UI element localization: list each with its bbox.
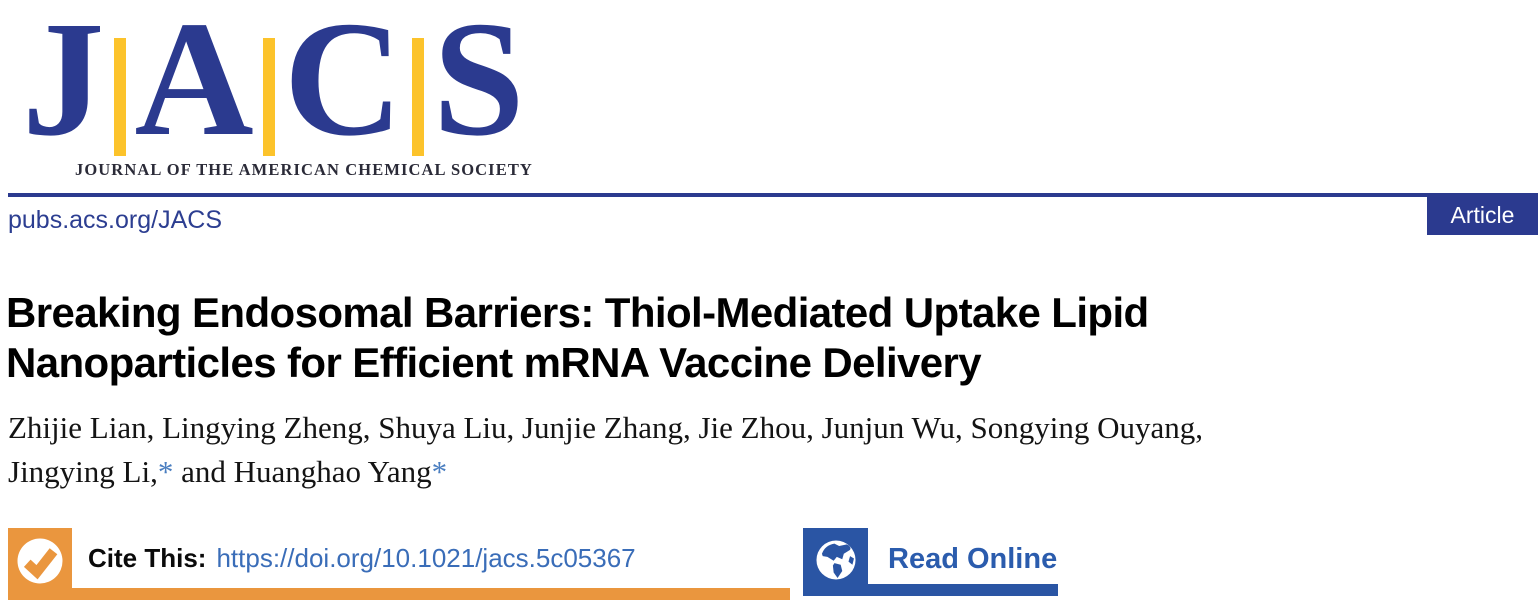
author-list-line1: Zhijie Lian, Lingying Zheng, Shuya Liu, …: [8, 410, 1203, 445]
author-name: Jingying Li,: [8, 454, 158, 490]
paper-title-line2: Nanoparticles for Efficient mRNA Vaccine…: [6, 338, 982, 386]
logo-letter-c: C: [283, 0, 403, 170]
cite-this-icon-box: [8, 528, 72, 600]
logo-letter-s: S: [432, 0, 525, 170]
read-online-underline: [868, 584, 1058, 596]
cite-this-label: Cite This:: [88, 543, 207, 573]
cite-this-underline: [72, 588, 790, 600]
masthead-rule: [8, 193, 1538, 197]
checkmark-icon: [16, 528, 64, 590]
logo-letter-a: A: [134, 0, 254, 170]
jacs-logo-letters: J A C S: [22, 0, 525, 161]
logo-divider-bar: [262, 38, 275, 156]
author-list-line2: Jingying Li,* and Huanghao Yang*: [8, 450, 1203, 494]
doi-link[interactable]: https://doi.org/10.1021/jacs.5c05367: [216, 543, 636, 573]
logo-divider-bar: [411, 38, 424, 156]
logo-divider-bar: [113, 38, 126, 156]
paper-title-line1: Breaking Endosomal Barriers: Thiol-Media…: [6, 289, 1149, 336]
read-online-link[interactable]: Read Online: [888, 543, 1058, 575]
corresponding-author-asterisk: *: [431, 454, 448, 490]
cite-this-row: Cite This: https://doi.org/10.1021/jacs.5…: [88, 543, 636, 574]
jacs-logo: J A C S JOURNAL OF THE AMERICAN CHEMICAL…: [22, 0, 532, 179]
globe-icon: [811, 535, 861, 590]
paper-title: Breaking Endosomal Barriers: Thiol-Media…: [6, 288, 1149, 387]
author-name: and Huanghao Yang: [173, 454, 432, 490]
article-type-badge: Article: [1427, 193, 1538, 235]
pubs-site-link[interactable]: pubs.acs.org/JACS: [8, 206, 222, 234]
journal-tagline: JOURNAL OF THE AMERICAN CHEMICAL SOCIETY: [75, 160, 533, 179]
corresponding-author-asterisk: *: [157, 454, 174, 490]
read-online-icon-box[interactable]: [803, 528, 868, 596]
logo-letter-j: J: [22, 0, 105, 170]
author-list: Zhijie Lian, Lingying Zheng, Shuya Liu, …: [8, 406, 1203, 494]
